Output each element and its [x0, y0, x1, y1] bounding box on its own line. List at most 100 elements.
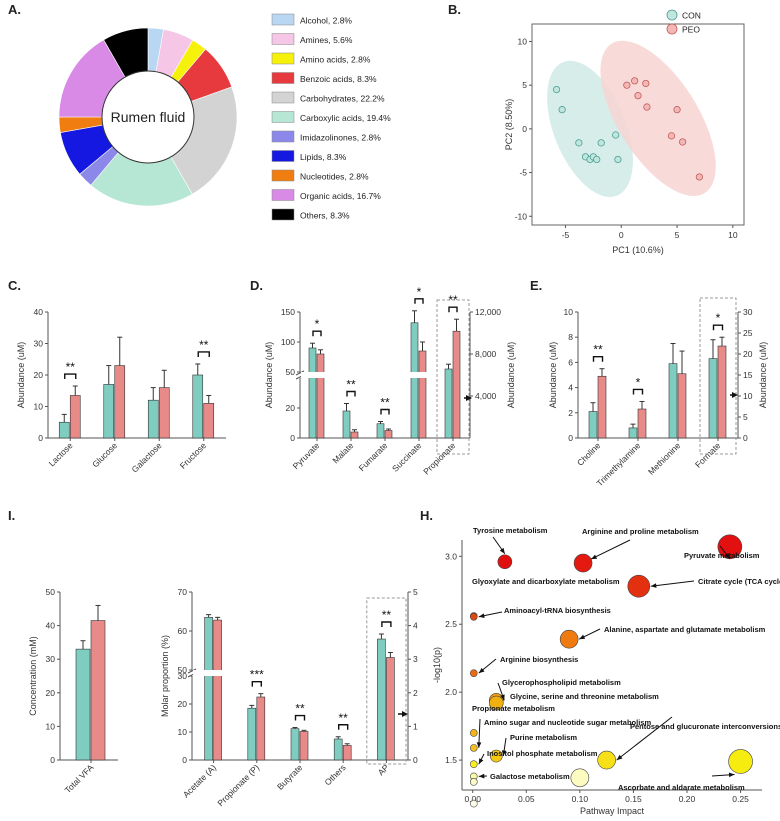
y-tick-label: 70 — [178, 587, 188, 597]
significance-label: *** — [250, 668, 264, 682]
x-tick-label: Propionate — [421, 440, 457, 476]
y2-tick-label: 1 — [413, 721, 418, 731]
pathway-bubble — [570, 768, 590, 788]
peo-bar — [677, 373, 687, 439]
arrow-head — [476, 742, 482, 748]
con-point — [612, 131, 620, 139]
significance-label: ** — [593, 343, 603, 357]
arrow-head — [478, 613, 485, 618]
y-tick-label: 2.0 — [445, 687, 457, 697]
legend-label: Organic acids, 16.7% — [300, 191, 381, 201]
y-tick-label: 150 — [281, 307, 295, 317]
con-bar — [588, 411, 598, 439]
x-tick-label: 0 — [619, 230, 624, 240]
x-tick-label: Others — [323, 762, 348, 787]
arrow-head — [616, 754, 623, 761]
x-tick-label: Pyruvate — [291, 440, 322, 471]
con-bar — [192, 374, 204, 439]
significance-bracket — [338, 724, 349, 730]
y-tick-label: 0 — [568, 433, 573, 443]
peo-point — [695, 173, 703, 181]
legend-label: Carboxylic acids, 19.4% — [300, 113, 391, 123]
peo-bar — [717, 345, 727, 439]
pathway-bubble — [559, 629, 579, 649]
legend-swatch — [271, 130, 295, 143]
pathway-label: Pyruvate metabolism — [684, 551, 760, 560]
y-tick-label: -10 — [515, 211, 528, 221]
y2-tick-label: 25 — [743, 328, 753, 338]
pathway-label: Propionate metabolism — [472, 704, 555, 713]
y-axis-label: Abundance (uM) — [16, 342, 26, 409]
arrow-head — [579, 634, 586, 640]
y-tick-label: 3.0 — [445, 551, 457, 561]
con-bar — [290, 728, 300, 761]
peo-point — [631, 77, 639, 85]
arrow-head — [499, 547, 505, 554]
x-tick-label: 0.15 — [625, 794, 642, 804]
legend-label: Lipids, 8.3% — [300, 152, 347, 162]
legend-label: Amino acids, 2.8% — [300, 55, 371, 65]
peo-bar — [597, 375, 607, 439]
x-tick-label: 0.00 — [464, 794, 481, 804]
pathway-label: Galactose metabolism — [490, 772, 570, 781]
peo-bar — [384, 430, 393, 439]
legend-swatch — [271, 169, 295, 182]
x-tick-label: 0.25 — [732, 794, 749, 804]
legend-label: PEO — [682, 25, 700, 35]
y-axis-label: Abundance (uM) — [264, 342, 274, 409]
peo-bar — [418, 350, 427, 439]
axis-break-band — [301, 372, 437, 378]
legend-label: Imidazolinones, 2.8% — [300, 133, 381, 143]
pathway-label: Citrate cycle (TCA cycle) — [698, 577, 780, 586]
con-bar — [410, 322, 419, 439]
peo-bar — [386, 657, 395, 761]
legend-swatch — [271, 189, 295, 201]
y-tick-label: 10 — [34, 402, 44, 412]
x-tick-label: Malate — [330, 440, 355, 465]
peo-point — [679, 138, 687, 146]
arrow-head — [402, 711, 408, 717]
legend-label: Benzoic acids, 8.3% — [300, 74, 377, 84]
significance-label: ** — [346, 378, 356, 392]
y-tick-label: 60 — [178, 626, 188, 636]
donut-hole — [101, 70, 195, 164]
legend-swatch — [271, 91, 295, 104]
x-tick-label: Butyrate — [275, 762, 305, 792]
pathway-label: Purine metabolism — [510, 733, 577, 742]
y-tick-label: 10 — [564, 307, 574, 317]
x-tick-label: Lactose — [47, 440, 75, 468]
pathway-label: Tyrosine metabolism — [473, 526, 548, 535]
y-tick-label: 20 — [286, 403, 296, 413]
significance-bracket — [312, 330, 322, 337]
pathway-label: Glycerophospholipid metabolism — [502, 678, 621, 687]
significance-bracket — [414, 298, 424, 304]
y-tick-label: 1.5 — [445, 755, 457, 765]
legend-marker — [666, 9, 678, 21]
significance-label: ** — [339, 711, 349, 725]
y2-tick-label: 0 — [743, 433, 748, 443]
legend-swatch — [271, 13, 295, 26]
y2-tick-label: 4,000 — [475, 391, 497, 401]
y-axis-label: PC2 (8.50%) — [504, 99, 514, 151]
y2-axis-label: Abundance (uM) — [758, 342, 768, 409]
con-point — [597, 139, 605, 147]
y2-tick-label: 0 — [413, 755, 418, 765]
y-tick-label: 0 — [290, 433, 295, 443]
y2-tick-label: 8,000 — [475, 349, 497, 359]
legend-swatch — [271, 208, 295, 221]
peo-bar — [213, 619, 222, 761]
y-tick-label: 6 — [568, 357, 573, 367]
y-tick-label: 20 — [46, 688, 56, 698]
pathway-arrow — [590, 539, 631, 560]
peo-point — [643, 103, 651, 111]
axis-break-band — [193, 670, 364, 676]
y-tick-label: 2 — [568, 408, 573, 418]
y-tick-label: 100 — [281, 337, 295, 347]
pathway-label: Amino sugar and nucleotide sugar metabol… — [484, 718, 651, 727]
x-tick-label: Glucose — [90, 440, 119, 469]
con-bar — [708, 358, 718, 439]
pathway-bubble — [489, 749, 503, 763]
x-tick-label: 5 — [675, 230, 680, 240]
significance-bracket — [197, 351, 210, 357]
x-tick-label: Formate — [693, 440, 723, 470]
